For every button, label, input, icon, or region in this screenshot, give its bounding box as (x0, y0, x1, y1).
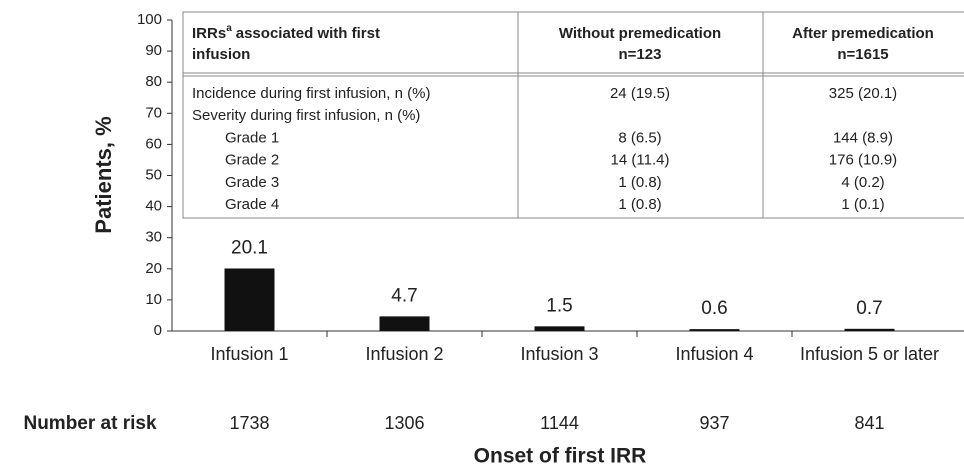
table-row-label: Severity during first infusion, n (%) (192, 107, 420, 124)
table-row-label: Grade 3 (225, 174, 279, 191)
bar (534, 326, 585, 331)
table-row-label: Grade 4 (225, 196, 279, 213)
table-cell: 24 (19.5) (610, 85, 670, 102)
y-tick-label: 90 (145, 42, 162, 59)
value-label: 1.5 (546, 295, 572, 316)
bar (689, 329, 740, 331)
x-axis-title: Onset of first IRR (474, 445, 647, 468)
y-axis-title: Patients, % (91, 116, 116, 233)
table-row-label: Incidence during first infusion, n (%) (192, 85, 430, 102)
y-tick-label: 30 (145, 229, 162, 246)
table-cell: 144 (8.9) (833, 129, 893, 146)
table-cell: 1 (0.1) (841, 196, 884, 213)
value-label: 4.7 (391, 285, 417, 306)
risk-value: 1144 (540, 413, 579, 433)
x-tick-label: Infusion 4 (675, 344, 753, 364)
header-text: IRRs (192, 25, 226, 42)
table-header: infusion (192, 46, 250, 63)
risk-label: Number at risk (23, 413, 156, 434)
value-label: 0.6 (701, 298, 727, 319)
x-tick-label: Infusion 1 (210, 344, 288, 364)
y-tick-label: 70 (145, 104, 162, 121)
y-tick-label: 100 (137, 11, 162, 28)
y-tick-label: 60 (145, 135, 162, 152)
table-cell: 1 (0.8) (618, 196, 661, 213)
y-tick-label: 20 (145, 260, 162, 277)
table-cell: 176 (10.9) (829, 152, 897, 169)
table-header: Without premedication (559, 25, 721, 42)
table-cell: 325 (20.1) (829, 85, 897, 102)
table-cell: 1 (0.8) (618, 174, 661, 191)
y-tick-label: 50 (145, 166, 162, 183)
risk-value: 1738 (229, 413, 269, 433)
header-text: associated with first (236, 25, 380, 42)
x-tick-label: Infusion 2 (365, 344, 443, 364)
value-label: 20.1 (231, 238, 268, 259)
table-frame (182, 11, 964, 219)
y-tick-label: 80 (145, 73, 162, 90)
table-cell: 4 (0.2) (841, 174, 884, 191)
table-header: IRRsa associated with first (192, 23, 380, 42)
table-cell: 14 (11.4) (611, 152, 670, 169)
inset-table: IRRsa associated with first infusion With… (182, 11, 964, 219)
y-tick-label: 40 (145, 198, 162, 215)
y-tick-label: 10 (145, 291, 162, 308)
table-header: n=1615 (837, 46, 888, 63)
bar (224, 268, 275, 331)
risk-value: 937 (699, 413, 729, 433)
y-tick-label: 0 (154, 322, 162, 339)
header-sup: a (226, 23, 232, 34)
risk-value: 841 (854, 413, 884, 433)
table-cell: 8 (6.5) (618, 129, 661, 146)
risk-value: 1306 (384, 413, 424, 433)
x-tick-label: Infusion 5 or later (800, 344, 939, 364)
bar (379, 316, 430, 331)
table-header: After premedication (792, 25, 934, 42)
bar (844, 328, 895, 331)
table-row-label: Grade 2 (225, 152, 279, 169)
table-header: n=123 (619, 46, 662, 63)
value-label: 0.7 (856, 298, 882, 319)
table-row-label: Grade 1 (225, 129, 279, 146)
x-tick-label: Infusion 3 (520, 344, 598, 364)
